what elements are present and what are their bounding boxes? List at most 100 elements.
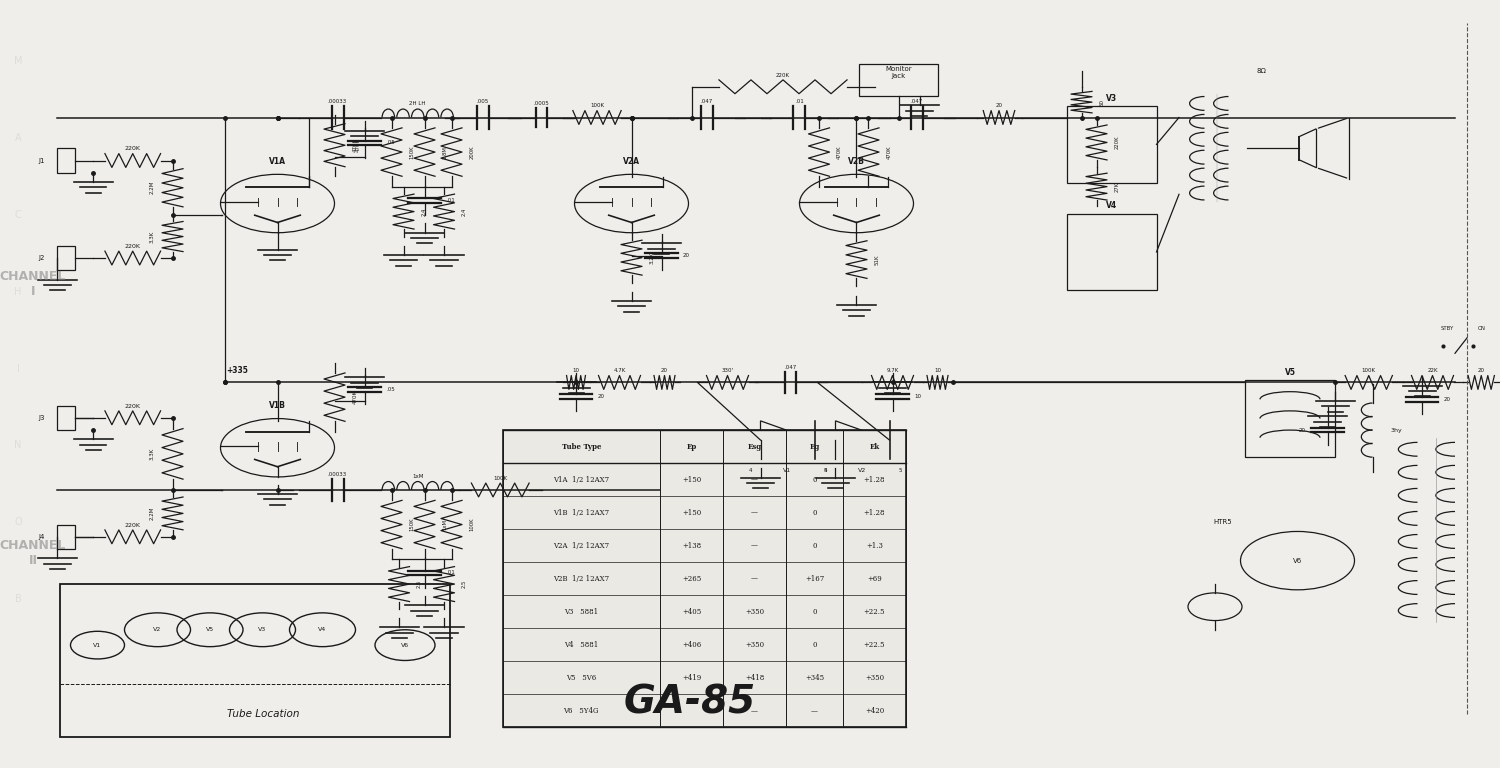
Text: 100K: 100K [470,518,474,531]
Text: +167: +167 [806,574,824,583]
Bar [57,246,75,270]
Text: 10: 10 [914,394,921,399]
Text: 20: 20 [1478,369,1485,373]
Text: 200K: 200K [470,145,474,159]
Text: 8Ω: 8Ω [1257,68,1266,74]
Text: —: — [812,707,818,715]
Text: 470K: 470K [352,138,357,152]
Text: C: C [15,210,21,220]
Text: V1B: V1B [268,401,286,410]
Text: +150: +150 [682,508,700,517]
Text: V2: V2 [153,627,162,632]
Bar [60,584,450,737]
Text: V4   5881: V4 5881 [564,641,598,649]
Text: 100K: 100K [494,476,507,481]
Text: H: H [15,286,21,297]
Text: J4: J4 [39,534,45,540]
Text: V3   5881: V3 5881 [564,607,598,616]
Bar [503,430,906,727]
Text: V6   5Y4G: V6 5Y4G [564,707,598,715]
Text: 20: 20 [662,369,668,373]
Text: 10: 10 [573,369,579,373]
Text: 20: 20 [1299,428,1306,432]
Text: 100K: 100K [1362,369,1376,373]
Text: 50: 50 [1100,98,1104,106]
Text: +350: +350 [746,641,764,649]
Text: V5: V5 [1284,368,1296,377]
Text: V6: V6 [1293,558,1302,564]
Text: 220K: 220K [124,523,141,528]
Text: 9.7K: 9.7K [886,369,898,373]
Text: 1xM: 1xM [413,474,423,478]
Text: 5: 5 [824,468,827,473]
Text: V1: V1 [783,468,792,473]
Text: 3.2K: 3.2K [650,252,654,263]
Text: I: I [16,363,20,374]
Text: +1.28: +1.28 [864,475,885,484]
Text: +419: +419 [682,674,700,682]
Text: N: N [15,440,21,451]
Text: —: — [752,508,758,517]
Text: 20: 20 [597,394,604,399]
Text: 220K: 220K [124,244,141,249]
Text: +350: +350 [746,607,764,616]
Text: M: M [13,56,22,67]
Text: +1.28: +1.28 [864,508,885,517]
Text: 2.2M: 2.2M [150,181,154,194]
Text: GA-85: GA-85 [624,684,756,722]
Text: 22K: 22K [1428,369,1437,373]
Text: 150K: 150K [410,518,414,531]
Bar [57,525,75,549]
Text: 0: 0 [813,475,818,484]
Text: —: — [752,574,758,583]
Text: .047: .047 [700,99,712,104]
Text: +150: +150 [682,475,700,484]
Text: .0005: .0005 [534,101,549,106]
Text: Eg: Eg [810,442,819,451]
Text: V4: V4 [1106,201,1118,210]
Text: V2: V2 [858,468,867,473]
Text: 2.4: 2.4 [422,207,426,216]
Text: A: A [15,133,21,144]
Text: +350: +350 [865,674,883,682]
Text: 4: 4 [748,468,752,473]
Text: V2B: V2B [847,157,865,166]
Text: V1: V1 [93,643,102,647]
Text: 470K: 470K [837,145,842,159]
Text: 10: 10 [934,369,940,373]
Text: +406: +406 [682,641,700,649]
Text: .01: .01 [446,571,454,575]
Text: +69: +69 [867,574,882,583]
Text: .05: .05 [386,387,394,392]
Text: CHANNEL
I: CHANNEL I [0,270,66,298]
Text: +418: +418 [746,674,764,682]
Text: 1xM: 1xM [442,519,447,530]
Text: Ek: Ek [870,442,879,451]
Text: 0: 0 [813,607,818,616]
Text: +265: +265 [682,574,700,583]
Text: J1: J1 [39,157,45,164]
Text: +420: +420 [865,707,883,715]
Text: 1.8M: 1.8M [442,146,447,158]
Text: 220K: 220K [776,73,790,78]
Text: 4: 4 [824,468,827,473]
Text: Monitor
Jack: Monitor Jack [885,67,912,79]
Text: —: — [752,541,758,550]
Bar [1066,214,1156,290]
Text: +1.3: +1.3 [865,541,883,550]
Text: 0: 0 [813,508,818,517]
Text: 0: 0 [813,541,818,550]
Text: .005: .005 [477,99,489,104]
Text: 27K: 27K [1114,181,1119,192]
Text: 220K: 220K [124,404,141,409]
Text: 2H LH: 2H LH [410,101,426,106]
Text: .00033: .00033 [328,472,346,476]
Text: V2A: V2A [622,157,640,166]
Text: 0: 0 [813,641,818,649]
Text: O: O [13,517,22,528]
Text: 51K: 51K [874,254,879,265]
Bar [1066,106,1156,183]
Bar [1245,380,1335,457]
Text: 470K: 470K [352,390,357,404]
Text: HTR5: HTR5 [1214,519,1231,525]
